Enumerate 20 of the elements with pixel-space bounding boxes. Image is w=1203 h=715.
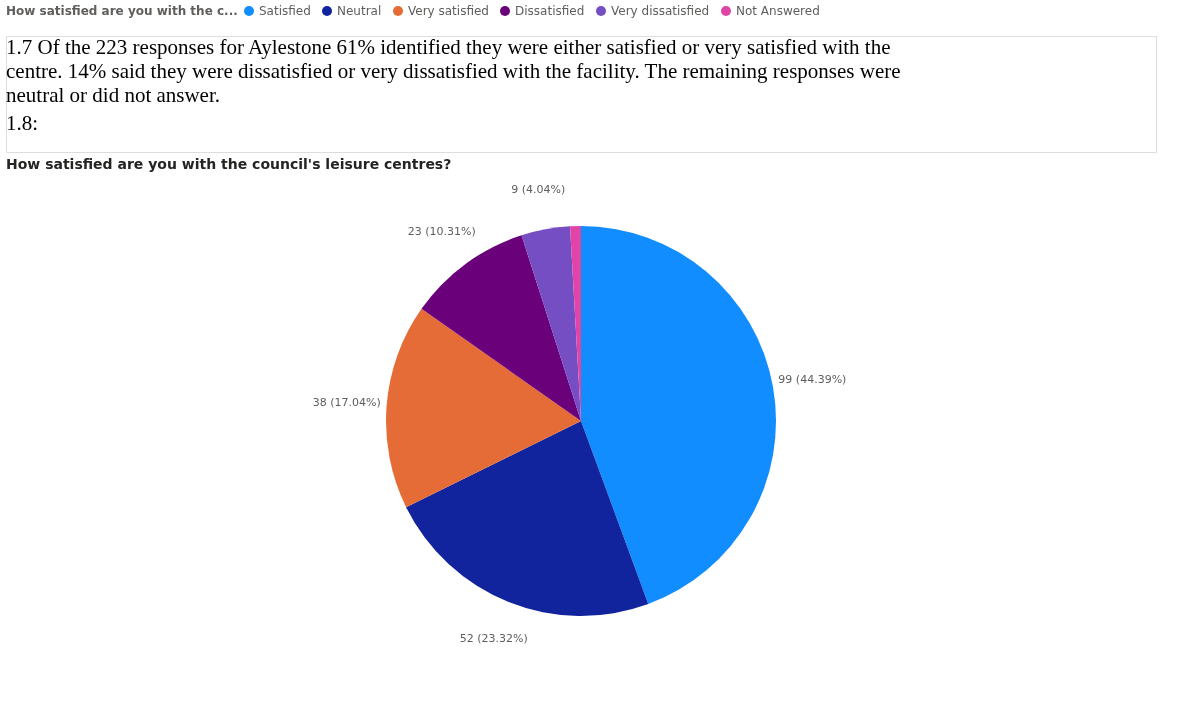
legend-label: Very satisfied — [408, 4, 489, 18]
data-label: 38 (17.04%) — [312, 395, 381, 409]
data-label: 99 (44.39%) — [778, 372, 847, 386]
legend-label: Not Answered — [736, 4, 820, 18]
pie-slice — [406, 421, 649, 616]
pie-slice — [581, 226, 776, 605]
pie-slice — [421, 235, 581, 421]
text: 1.7 Of the 223 responses for Aylestone 61% identified they were either satisfied or very satisfied with the centre. 14% said they were dissatisfied or very dissatisfied with the facility. The remaining responses were neutral or did not answer. — [6, 35, 901, 107]
legend-title: How satisfied are you with the c... — [6, 4, 238, 18]
legend-label: Very dissatisfied — [611, 4, 710, 18]
data-label: 52 (23.32%) — [459, 632, 528, 646]
legend-label: Dissatisfied — [515, 4, 585, 18]
data-label: 9 (4.04%) — [511, 182, 566, 196]
text: 1.8: — [6, 111, 39, 135]
pie-slice — [521, 226, 581, 421]
legend-label: Neutral — [337, 4, 382, 18]
data-label: 23 (10.31%) — [407, 224, 476, 238]
text: How satisfied are you with the council's leisure centres? — [6, 156, 452, 173]
legend-label: Satisfied — [259, 4, 311, 18]
pie-slice — [386, 308, 581, 508]
